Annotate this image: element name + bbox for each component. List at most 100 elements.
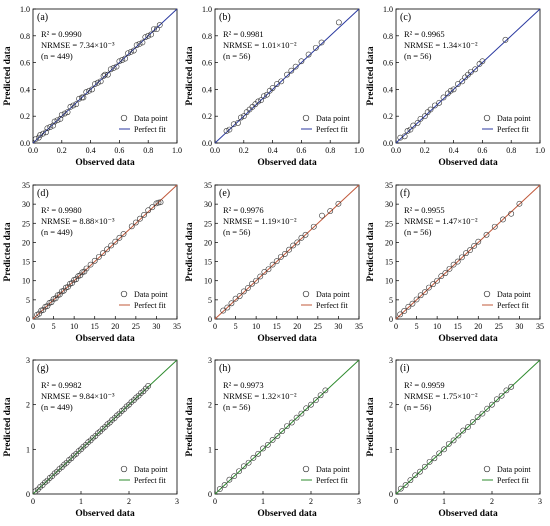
data-point [155,199,162,206]
x-tick-label: 30 [334,322,342,331]
y-tick-label: 10 [385,277,393,286]
x-tick-label: 0.0 [391,146,401,155]
data-point [319,212,325,219]
y-tick-label: 1 [389,445,393,454]
stat-r2: R² = 0.9976 [223,205,264,215]
y-tick-label: 0.0 [202,139,212,148]
data-point [467,247,473,253]
data-point [412,472,419,479]
data-point [455,432,462,439]
stat-n: (n = 449) [41,402,73,412]
data-point [269,437,276,443]
x-tick-label: 35 [173,322,181,331]
data-point [145,207,152,214]
data-point [125,50,131,57]
data-point [261,269,268,275]
data-point [120,231,127,237]
data-point [245,285,251,291]
legend-point-marker [483,465,491,473]
stat-n: (n = 56) [404,402,432,412]
data-point [57,115,64,122]
data-point [298,234,305,241]
x-axis-label: Observed data [257,158,317,168]
data-point [240,113,247,120]
data-point [401,133,408,140]
y-tick-label: 0.8 [20,32,30,41]
data-point [269,261,276,268]
data-point [80,94,87,101]
perfect-fit-line [395,8,541,144]
data-point [52,295,59,302]
data-point [298,58,305,65]
data-point [442,270,449,276]
y-tick-label: 2 [26,401,30,410]
x-tick-label: 25 [132,322,140,331]
data-point [288,67,295,74]
y-tick-label: 2 [389,401,393,410]
y-tick-label: 20 [204,238,212,247]
data-point [397,311,404,318]
x-tick-label: 2 [127,497,131,506]
y-axis-label: Predicted data [366,397,376,456]
data-point [81,268,88,275]
data-point [223,128,230,134]
data-point [44,125,51,132]
x-tick-label: 0.8 [506,146,516,155]
data-point [335,19,342,26]
data-point [67,103,74,110]
y-axis-label: Predicted data [3,222,13,281]
x-tick-label: 0.4 [268,146,278,155]
stat-r2: R² = 0.9955 [404,205,445,215]
y-tick-label: 25 [204,219,212,228]
data-point [113,63,120,70]
data-point [141,211,147,218]
data-point [86,87,93,94]
data-point [318,39,325,46]
panel-label: (b) [219,12,231,23]
data-point [235,120,241,126]
stat-n: (n = 449) [41,51,73,61]
x-tick-label: 30 [515,322,523,331]
stat-n: (n = 56) [223,51,251,61]
data-point [434,277,441,284]
legend-fit-label: Perfect fit [134,125,167,134]
data-point [226,476,233,483]
data-point [397,485,404,492]
stat-r2: R² = 0.9973 [223,380,264,390]
data-point [279,428,286,434]
data-point [450,261,457,268]
panel-label: (f) [400,188,410,199]
data-point [305,51,312,58]
y-tick-label: 0.0 [383,139,393,148]
data-point [228,300,235,307]
data-point [397,134,404,141]
x-tick-label: 1 [261,497,265,506]
legend-point-label: Data point [134,114,168,123]
data-point [269,85,276,91]
data-point [250,454,257,461]
y-tick-label: 5 [26,296,30,305]
legend-fit-label: Perfect fit [497,125,530,134]
perfect-fit-line [395,359,541,495]
legend-point-label: Data point [497,114,531,123]
panel-d: 0 5 10 15 20 25 30 35 0 5 10 15 20 25 30 35 (d) R² = 0.99… [3,181,181,344]
panel-label: (h) [219,363,231,374]
data-point [302,231,309,238]
data-point [278,78,285,85]
data-point [142,34,149,41]
data-point [40,130,46,137]
data-point [261,93,267,99]
stat-r2: R² = 0.9981 [223,29,264,39]
data-point [454,258,461,265]
y-tick-label: 35 [22,181,30,190]
data-point [32,136,39,142]
data-point [303,405,310,412]
panel-label: (e) [219,188,230,199]
y-tick-label: 0.0 [20,139,30,148]
data-point [414,120,421,126]
y-tick-label: 0 [208,490,212,499]
data-point [65,283,71,290]
data-point [472,66,479,73]
data-point [92,81,98,87]
